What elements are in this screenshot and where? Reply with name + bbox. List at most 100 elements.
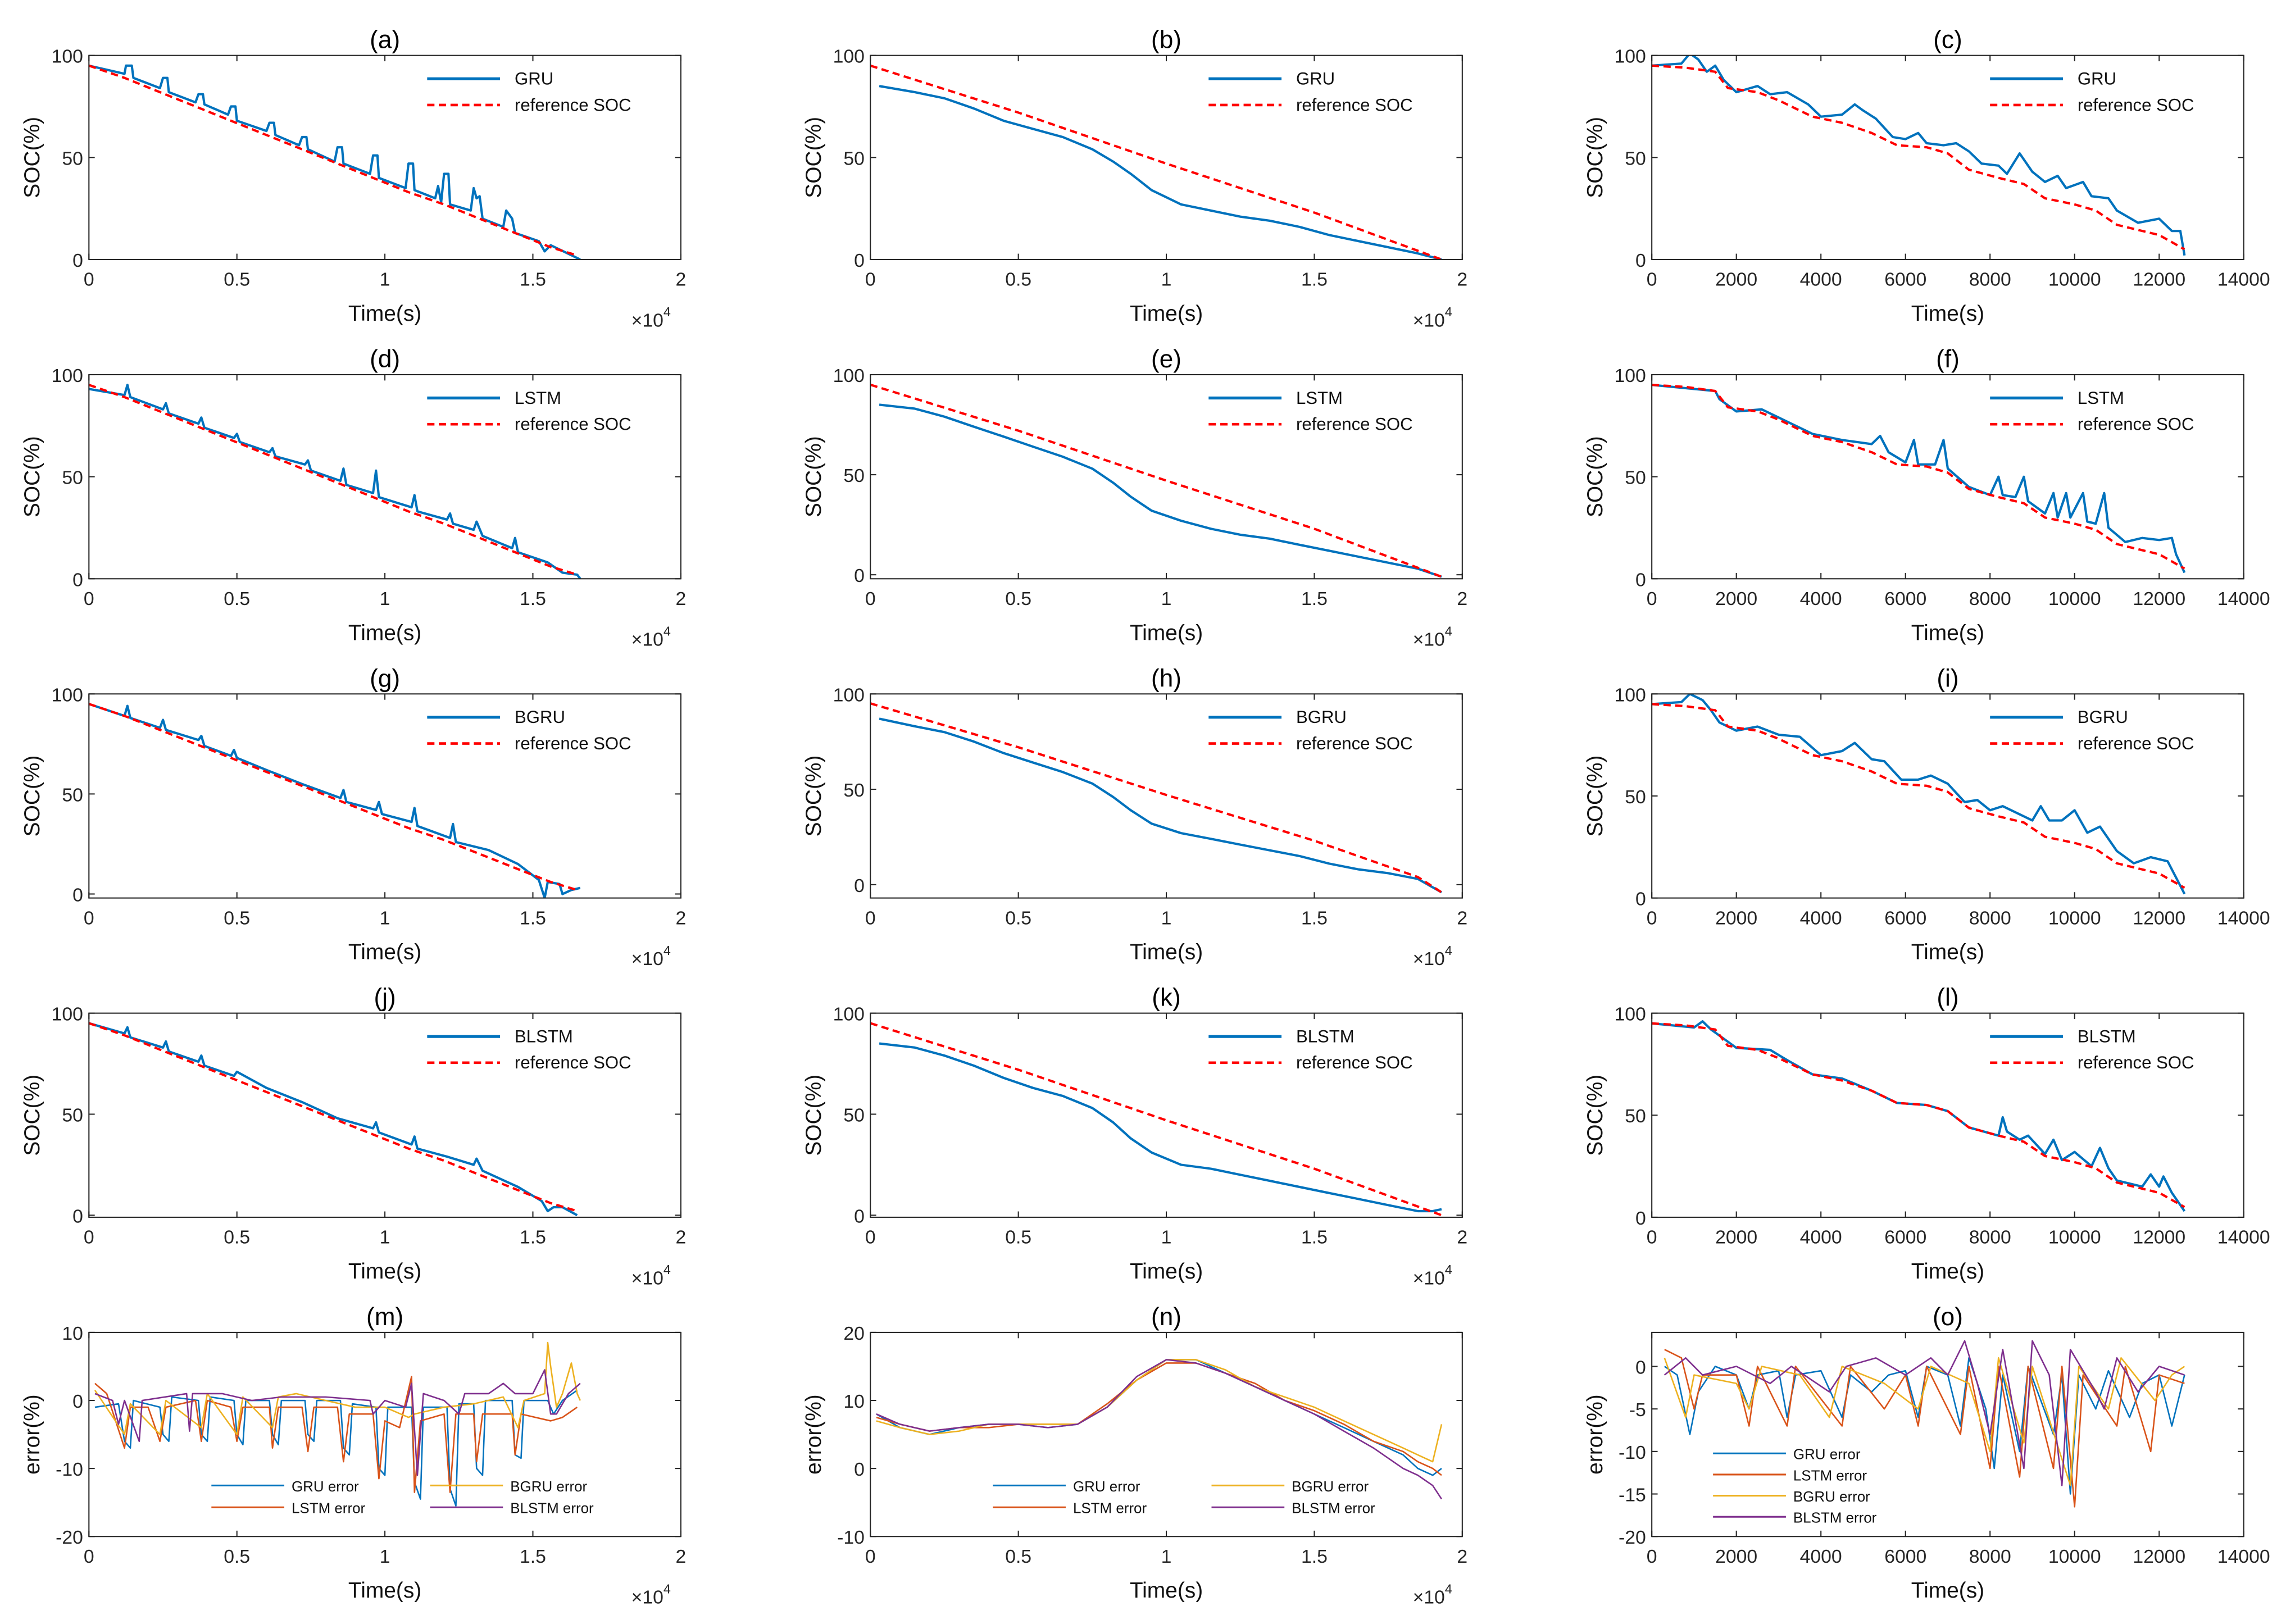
x-tick-label: 0.5 (224, 907, 250, 929)
y-tick-label: 0 (854, 250, 865, 271)
plot-area (870, 1332, 1462, 1537)
subplot-l: 0 2000 4000 6000 8000 10000 12000 14000 0 50 100 (l… (1583, 984, 2270, 1284)
x-tick-label: 1.5 (1301, 588, 1328, 609)
subplot-g: 0 0.5 1 1.5 2 0 50 100 (g) Time(s) SOC(%) ×104 BGRU r… (20, 665, 686, 970)
y-tick-label: 100 (52, 1004, 83, 1025)
series-line-blstm-error (876, 1359, 1443, 1500)
series-line-blstm (879, 1042, 1442, 1213)
y-tick-label: 0 (1635, 569, 1646, 590)
legend: GRU error LSTM error BGRU error BLSTM error (993, 1479, 1375, 1517)
x-tick-label: 6000 (1884, 907, 1926, 929)
legend: LSTM reference SOC (427, 388, 631, 434)
x-exponent-label: ×104 (1413, 943, 1452, 970)
x-axis-label: Time(s) (1911, 302, 1984, 326)
subplot-n: 0 0.5 1 1.5 2-1001020(n)Time(s)error(%)×104G… (802, 1303, 1467, 1608)
x-tick-label: 2000 (1715, 907, 1757, 929)
x-tick-label: 2 (1457, 588, 1467, 609)
panel-title: (f) (1936, 345, 1960, 373)
x-tick-label: 1 (380, 907, 390, 929)
legend-label: BGRU (1296, 707, 1347, 727)
x-tick-label: 0.5 (224, 1227, 250, 1248)
panel-title: (o) (1933, 1303, 1963, 1331)
series-group (89, 384, 581, 579)
legend-label: LSTM (515, 388, 561, 408)
panel-title: (h) (1151, 665, 1181, 692)
series-line-bgru-error (94, 1341, 581, 1435)
x-axis-label: Time(s) (348, 302, 421, 326)
y-axis-label: SOC(%) (20, 436, 44, 517)
plot-area (1652, 55, 2244, 260)
x-tick-label: 0.5 (1005, 269, 1031, 290)
y-tick-label: 0 (1635, 250, 1646, 271)
x-tick-label: 1 (1161, 269, 1172, 290)
axes-box (1651, 1331, 2244, 1537)
panel-title: (b) (1151, 26, 1181, 54)
legend-label: BLSTM (515, 1027, 573, 1047)
y-tick-label: 50 (843, 1104, 865, 1126)
y-tick-label: -15 (1619, 1485, 1646, 1506)
series-line-bgru (879, 717, 1442, 894)
panel-title: (n) (1151, 1303, 1181, 1331)
legend: LSTM reference SOC (1208, 388, 1413, 434)
y-tick-label: 50 (62, 148, 83, 169)
x-exponent-label: ×104 (1413, 624, 1452, 650)
series-group (870, 383, 1442, 578)
legend-label: LSTM error (1073, 1501, 1147, 1517)
legend-label: BLSTM error (1292, 1501, 1375, 1517)
exponent-base: ×10 (1413, 948, 1445, 970)
x-tick-label: 12000 (2133, 588, 2185, 609)
y-tick-label: -5 (1629, 1399, 1646, 1421)
y-tick-label: 50 (843, 780, 865, 801)
series-line-reference-soc (1652, 64, 2185, 251)
y-tick-label: 100 (833, 46, 865, 67)
subplot-j: 0 0.5 1 1.5 2 0 50 100 (j) Time(s) SOC(%) ×104 BLSTM… (20, 984, 686, 1289)
x-tick-label: 1.5 (1301, 269, 1328, 290)
x-tick-label: 12000 (2133, 1227, 2185, 1248)
x-tick-label: 0.5 (1005, 907, 1031, 929)
y-tick-label: 0 (854, 1459, 865, 1480)
x-axis-label: Time(s) (348, 1578, 421, 1603)
legend-label: BGRU error (1292, 1479, 1369, 1495)
subplot-c: 0 2000 4000 6000 8000 10000 12000 14000 0 50 100 (c… (1583, 26, 2270, 326)
series-group (870, 64, 1442, 260)
x-tick-label: 0 (865, 588, 876, 609)
x-tick-label: 0.5 (1005, 1227, 1031, 1248)
x-tick-label: 14000 (2217, 1227, 2270, 1248)
legend-label: LSTM (1296, 388, 1343, 408)
panel-title: (k) (1152, 984, 1180, 1012)
legend: BGRU reference SOC (1208, 707, 1413, 753)
exponent-power: 4 (1445, 304, 1452, 319)
y-tick-label: 0 (1635, 1357, 1646, 1378)
legend: GRU error LSTM error BGRU error BLSTM error (211, 1479, 594, 1517)
x-tick-label: 0.5 (1005, 588, 1031, 609)
series-line-gru-error (94, 1389, 578, 1507)
x-tick-label: 0 (1647, 269, 1657, 290)
x-tick-label: 4000 (1800, 907, 1842, 929)
x-axis-label: Time(s) (1130, 1259, 1203, 1284)
legend-label: BGRU (2078, 707, 2128, 727)
x-tick-label: 2 (675, 1227, 686, 1248)
x-exponent-label: ×104 (631, 624, 671, 650)
x-exponent-label: ×104 (1413, 1262, 1452, 1289)
x-tick-label: 0 (1647, 907, 1657, 929)
y-axis-label: SOC(%) (802, 1075, 826, 1156)
series-line-gru (89, 64, 581, 260)
legend: BGRU reference SOC (1990, 707, 2194, 753)
plot-area (870, 1013, 1462, 1217)
series-line-bgru (1652, 694, 2186, 895)
y-tick-label: 0 (72, 884, 83, 906)
x-exponent-label: ×104 (1413, 304, 1452, 331)
x-tick-label: 1.5 (1301, 1227, 1328, 1248)
panel-title: (j) (374, 984, 396, 1012)
x-tick-label: 10000 (2048, 588, 2101, 609)
exponent-base: ×10 (1413, 629, 1445, 650)
x-tick-label: 1 (380, 588, 390, 609)
y-tick-label: 10 (843, 1391, 865, 1412)
plot-area (89, 694, 681, 898)
y-tick-label: -20 (56, 1527, 83, 1548)
x-tick-label: 14000 (2217, 269, 2270, 290)
y-tick-label: 50 (62, 467, 83, 489)
x-tick-label: 1.5 (520, 1546, 546, 1567)
exponent-power: 4 (663, 943, 671, 958)
